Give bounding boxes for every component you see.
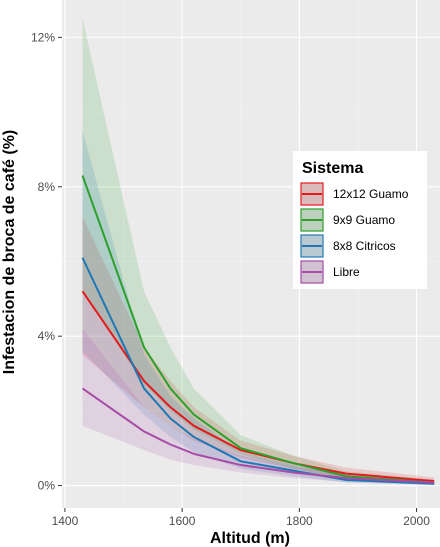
x-tick-label: 1400 [52,514,79,528]
ribbon-libre [82,328,435,485]
legend-label: 8x8 Citricos [333,239,396,253]
y-axis: 0% 4% 8% 12% [31,30,62,493]
ribbon-8x8-citricos [82,130,435,486]
x-tick-label: 2000 [403,514,430,528]
legend-label: 9x9 Guamo [333,213,395,227]
legend-item: 9x9 Guamo [300,208,395,232]
legend-item: 8x8 Citricos [300,234,396,258]
legend-item: Libre [300,260,360,284]
y-tick-label: 0% [38,479,56,493]
y-tick-label: 8% [38,180,56,194]
legend-label: 12x12 Guamo [333,187,409,201]
x-axis-title: Altitud (m) [210,530,290,547]
legend: Sistema 12x12 Guamo 9x9 Guamo 8x8 Citricos… [293,151,427,289]
ribbon-9x9-guamo [82,18,435,485]
legend-label: Libre [333,265,360,279]
legend-title: Sistema [302,160,363,177]
y-tick-label: 12% [31,30,55,44]
line-8x8-citricos [81,257,435,485]
series-lines [81,175,435,485]
legend-item: 12x12 Guamo [300,182,409,206]
x-tick-label: 1800 [286,514,313,528]
x-tick-label: 1600 [169,514,196,528]
y-tick-label: 4% [38,329,56,343]
x-axis: 1400 1600 1800 2000 [52,508,430,528]
line-9x9-guamo [81,175,435,484]
line-12x12-guamo [81,290,435,483]
line-libre [81,387,435,484]
legend-items: 12x12 Guamo 9x9 Guamo 8x8 Citricos Libre [300,182,409,284]
y-axis-title: Infestacion de broca de café (%) [1,130,18,375]
